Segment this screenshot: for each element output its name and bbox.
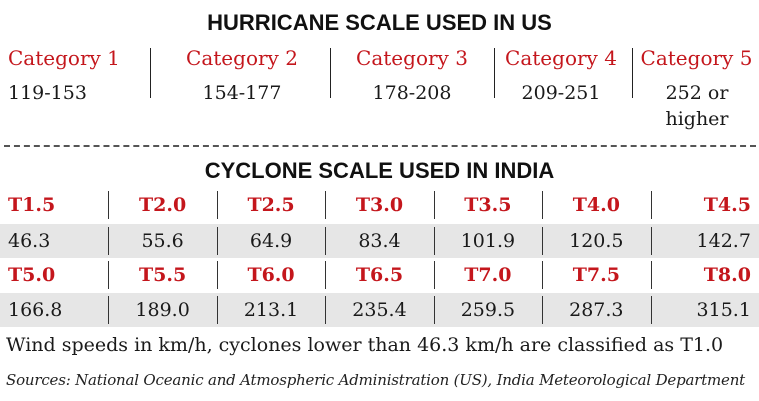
- column-divider: [632, 48, 633, 98]
- column-divider: [330, 48, 331, 98]
- category-range: 119-153: [8, 82, 87, 104]
- sources-credit: Sources: National Oceanic and Atmospheri…: [6, 371, 746, 389]
- category-label: Category 3: [356, 46, 468, 70]
- cyclone-speed: 55.6: [108, 224, 216, 258]
- column-divider: [494, 48, 495, 98]
- cyclone-scale-title: CYCLONE SCALE USED IN INDIA: [204, 158, 555, 183]
- cyclone-code: T4.0: [542, 188, 650, 222]
- cyclone-speed: 166.8: [8, 299, 63, 321]
- column-divider: [150, 48, 151, 98]
- cyclone-speed: 189.0: [108, 293, 216, 327]
- cyclone-speed: 46.3: [8, 230, 51, 252]
- cyclone-speed: 120.5: [542, 224, 650, 258]
- cyclone-code: T5.5: [108, 258, 216, 292]
- hurricane-category-5: Category 5 252 or higher: [638, 46, 755, 138]
- section-divider: [4, 145, 756, 147]
- category-label: Category 4: [505, 46, 617, 70]
- category-range: 154-177: [202, 82, 282, 104]
- cyclone-speed: 101.9: [433, 224, 542, 258]
- hurricane-scale-title: HURRICANE SCALE USED IN US: [207, 10, 552, 35]
- hurricane-category-3: Category 3 178-208: [332, 46, 492, 138]
- category-label: Category 2: [186, 46, 298, 70]
- cyclone-code: T4.5: [650, 188, 759, 222]
- cyclone-speed: 287.3: [542, 293, 650, 327]
- cyclone-code: T7.5: [542, 258, 650, 292]
- cyclone-code: T6.0: [216, 258, 325, 292]
- cyclone-speed: 83.4: [325, 224, 433, 258]
- category-label: Category 5: [640, 46, 753, 70]
- cyclone-code: T2.5: [216, 188, 325, 222]
- wind-speed-note: Wind speeds in km/h, cyclones lower than…: [6, 334, 724, 356]
- category-label: Category 1: [8, 46, 120, 70]
- category-range: 209-251: [521, 82, 601, 104]
- cyclone-speed: 235.4: [325, 293, 433, 327]
- cyclone-code-row-2: T5.0 T5.5 T6.0 T6.5 T7.0 T7.5 T8.0: [0, 258, 759, 292]
- cyclone-speed: 259.5: [433, 293, 542, 327]
- cyclone-code: T7.0: [433, 258, 542, 292]
- cyclone-code: T1.5: [8, 194, 56, 216]
- cyclone-code: T8.0: [650, 258, 759, 292]
- hurricane-category-1: Category 1 119-153: [8, 46, 143, 138]
- category-range: 178-208: [372, 82, 452, 104]
- cyclone-speed: 213.1: [216, 293, 325, 327]
- cyclone-code: T3.0: [325, 188, 433, 222]
- hurricane-category-4: Category 4 209-251: [496, 46, 626, 138]
- cyclone-speed: 142.7: [650, 224, 759, 258]
- cyclone-speed: 64.9: [216, 224, 325, 258]
- cyclone-code: T5.0: [8, 264, 56, 286]
- cyclone-code: T2.0: [108, 188, 216, 222]
- hurricane-category-2: Category 2 154-177: [162, 46, 322, 138]
- cyclone-code: T6.5: [325, 258, 433, 292]
- cyclone-value-row-2: 166.8 189.0 213.1 235.4 259.5 287.3 315.…: [0, 293, 759, 327]
- cyclone-value-row-1: 46.3 55.6 64.9 83.4 101.9 120.5 142.7: [0, 224, 759, 258]
- cyclone-code-row-1: T1.5 T2.0 T2.5 T3.0 T3.5 T4.0 T4.5: [0, 188, 759, 222]
- category-range: 252 or higher: [665, 82, 729, 130]
- cyclone-code: T3.5: [433, 188, 542, 222]
- cyclone-speed: 315.1: [650, 293, 759, 327]
